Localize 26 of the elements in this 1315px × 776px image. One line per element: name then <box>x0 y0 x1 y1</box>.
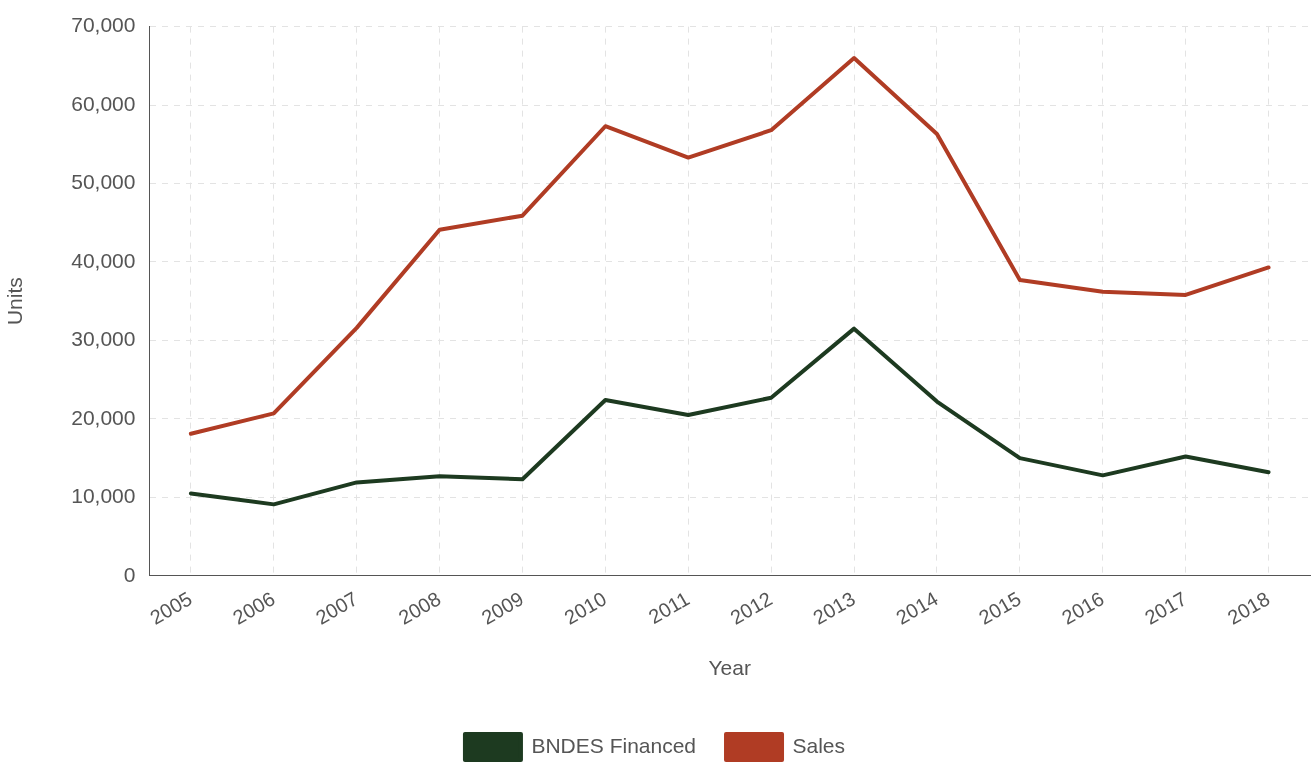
y-tick-label: 50,000 <box>71 170 136 194</box>
x-tick-label: 2018 <box>1223 587 1274 629</box>
y-tick-label: 20,000 <box>71 405 136 429</box>
x-axis-title: Year <box>708 656 751 680</box>
x-tick-label: 2015 <box>975 587 1025 629</box>
y-tick-label: 30,000 <box>71 327 136 351</box>
x-tick-label: 2012 <box>726 587 776 629</box>
y-tick-label: 40,000 <box>71 248 136 272</box>
x-tick-label: 2009 <box>477 587 528 629</box>
x-tick-label: 2017 <box>1140 587 1191 629</box>
y-tick-label: 0 <box>123 562 136 586</box>
x-tick-label: 2016 <box>1058 587 1108 629</box>
x-tick-label: 2013 <box>809 587 859 629</box>
x-tick-label: 2006 <box>229 587 279 629</box>
y-tick-label: 10,000 <box>71 484 136 508</box>
x-tick-label: 2005 <box>146 587 196 629</box>
x-tick-label: 2011 <box>644 587 694 628</box>
y-tick-label: 70,000 <box>71 13 136 37</box>
legend-label: Sales <box>792 733 846 757</box>
x-tick-label: 2008 <box>394 587 445 629</box>
legend-label: BNDES Financed <box>531 733 697 757</box>
x-tick-label: 2014 <box>892 587 942 629</box>
y-axis-title: Units <box>3 277 27 326</box>
y-tick-label: 60,000 <box>71 91 136 115</box>
x-tick-label: 2007 <box>311 587 362 629</box>
x-tick-label: 2010 <box>560 587 611 629</box>
